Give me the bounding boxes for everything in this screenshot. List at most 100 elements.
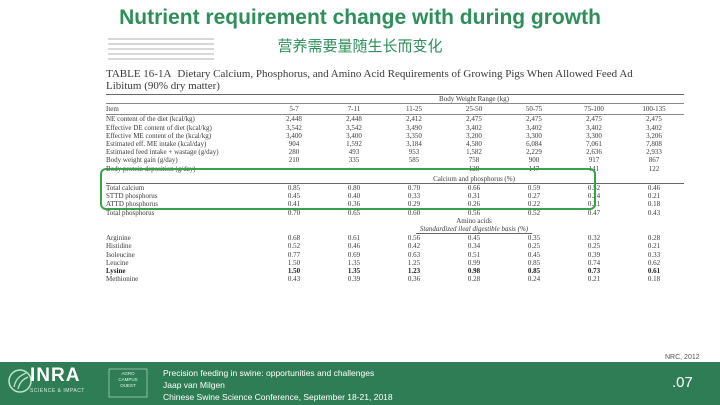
value-cell: 0.63 — [407, 250, 421, 259]
value-cell: 0.80 — [324, 183, 384, 193]
column-header: 100-135 — [624, 103, 684, 116]
value-cell: 3,300 — [586, 131, 602, 140]
table-row: Methionine 0.43 0.39 0.36 0.28 0.24 0.21 0.18 — [106, 275, 684, 283]
inra-logo-text: INRA — [30, 365, 81, 386]
value-cell: 0.45 — [287, 192, 301, 201]
value-cell: 7,808 — [646, 140, 662, 149]
value-cell: 0.77 — [287, 250, 301, 259]
value-cell: 0.45 — [467, 234, 481, 243]
value-cell: 0.43 — [647, 208, 661, 217]
value-cell: 2,412 — [406, 115, 422, 124]
amino-header: Amino acids Standardized ileal digestible… — [264, 217, 684, 235]
column-header: 25-50 — [444, 103, 504, 116]
agrocampus-logo-icon — [108, 368, 148, 398]
value-cell: 0.27 — [527, 192, 541, 201]
table-row: Lysine 1.50 1.35 1.23 0.98 0.85 0.73 0.61 — [106, 267, 684, 275]
value-cell: 2,636 — [586, 148, 602, 157]
inra-logo-sub: SCIENCE & IMPACT — [30, 388, 85, 394]
value-cell: 3,402 — [646, 123, 662, 132]
value-cell: 0.52 — [287, 242, 301, 251]
row-label: Lysine — [106, 267, 126, 276]
range-header: Body Weight Range (kg) — [264, 93, 684, 104]
value-cell: 122 — [648, 164, 660, 173]
value-cell: 3,490 — [406, 123, 422, 132]
value-cell: 0.85 — [264, 183, 324, 193]
value-cell: 4,580 — [466, 140, 482, 149]
value-cell: 335 — [348, 156, 360, 165]
value-cell: 0.25 — [527, 242, 541, 251]
column-header: 11-25 — [384, 103, 444, 116]
value-cell: 0.33 — [647, 250, 661, 259]
page-number: .07 — [672, 374, 693, 391]
table-row: Histidine 0.52 0.46 0.42 0.34 0.25 0.25 0.21 — [106, 242, 684, 250]
table-number: TABLE 16-1A — [106, 68, 172, 80]
value-cell: 904 — [288, 140, 300, 149]
row-label: Estimated feed intake + wastage (g/day) — [106, 148, 219, 157]
footer-talk-title: Precision feeding in swine: opportunitie… — [163, 368, 375, 378]
value-cell: 2,475 — [526, 115, 542, 124]
table-row: Leucine 1.50 1.35 1.25 0.99 0.85 0.74 0.62 — [106, 259, 684, 267]
value-cell: 0.41 — [287, 200, 301, 209]
nrc-table-scan: TABLE 16-1A Dietary Calcium, Phosphorus, … — [106, 68, 684, 358]
row-label: Leucine — [106, 258, 129, 267]
value-cell: 1.23 — [407, 267, 421, 276]
value-cell: 3,184 — [406, 140, 422, 149]
value-cell: 0.46 — [347, 242, 361, 251]
value-cell: 0.46 — [624, 183, 684, 193]
table-row: Body weight gain (g/day) 210 335 585 758 900 9… — [106, 156, 684, 164]
column-header: 75-100 — [564, 103, 624, 116]
value-cell: 0.52 — [527, 208, 541, 217]
value-cell: 1,592 — [346, 140, 362, 149]
value-cell: 900 — [528, 156, 540, 165]
value-cell: 2,448 — [286, 115, 302, 124]
footer-speaker: Jaap van Milgen — [163, 380, 225, 390]
table-row: Effective DE content of diet (kcal/kg) 3,… — [106, 124, 684, 132]
value-cell: 0.18 — [647, 200, 661, 209]
row-label: Isoleucine — [106, 250, 135, 259]
row-label: ATTD phosphorus — [106, 200, 158, 209]
value-cell: 2,448 — [346, 115, 362, 124]
value-cell: 3,542 — [346, 123, 362, 132]
footer-conference: Chinese Swine Science Conference, Septem… — [163, 392, 393, 402]
value-cell: 0.61 — [647, 267, 661, 276]
value-cell: 1.35 — [347, 258, 361, 267]
value-cell: 3,402 — [466, 123, 482, 132]
column-header: 5-7 — [264, 103, 324, 116]
value-cell: 3,402 — [586, 123, 602, 132]
column-header: 50-75 — [504, 103, 564, 116]
value-cell: 0.56 — [467, 208, 481, 217]
value-cell: 0.36 — [407, 275, 421, 284]
value-cell: 585 — [408, 156, 420, 165]
value-cell: 2,229 — [526, 148, 542, 157]
value-cell: 493 — [348, 148, 360, 157]
value-cell: 0.65 — [347, 208, 361, 217]
value-cell: 0.56 — [407, 234, 421, 243]
value-cell: 0.99 — [467, 258, 481, 267]
table-title: TABLE 16-1A Dietary Calcium, Phosphorus, … — [106, 68, 684, 80]
row-label: Methionine — [106, 275, 139, 284]
value-cell: 0.43 — [287, 275, 301, 284]
value-cell: 867 — [648, 156, 660, 165]
value-cell: 758 — [468, 156, 480, 165]
table-title-text: Dietary Calcium, Phosphorus, and Amino A… — [177, 68, 633, 80]
value-cell: 0.32 — [587, 234, 601, 243]
row-label: Body weight gain (g/day) — [106, 156, 178, 165]
section-header-row: Calcium and phosphorus (%) — [106, 173, 684, 184]
column-header: 7-11 — [324, 103, 384, 116]
value-cell: 0.85 — [527, 267, 541, 276]
value-cell: 3,200 — [466, 131, 482, 140]
column-header-row: Item 5-7 7-11 11-25 25-50 50-75 75-100 100-135 — [106, 103, 684, 116]
highlight-box — [100, 168, 596, 210]
value-cell: 0.40 — [347, 192, 361, 201]
item-header: Item — [106, 103, 264, 116]
row-label: Histidine — [106, 242, 132, 251]
table-row: Arginine 0.68 0.61 0.56 0.45 0.35 0.32 0.28 — [106, 234, 684, 242]
value-cell: 1,582 — [466, 148, 482, 157]
value-cell: 0.47 — [587, 208, 601, 217]
value-cell: 0.34 — [467, 242, 481, 251]
row-label: Effective DE content of diet (kcal/kg) — [106, 123, 212, 132]
value-cell: 0.21 — [587, 275, 601, 284]
reference-note: NRC, 2012 — [665, 354, 700, 361]
row-label: NE content of the diet (kcal/kg) — [106, 115, 195, 124]
mineral-header: Calcium and phosphorus (%) — [433, 174, 515, 183]
